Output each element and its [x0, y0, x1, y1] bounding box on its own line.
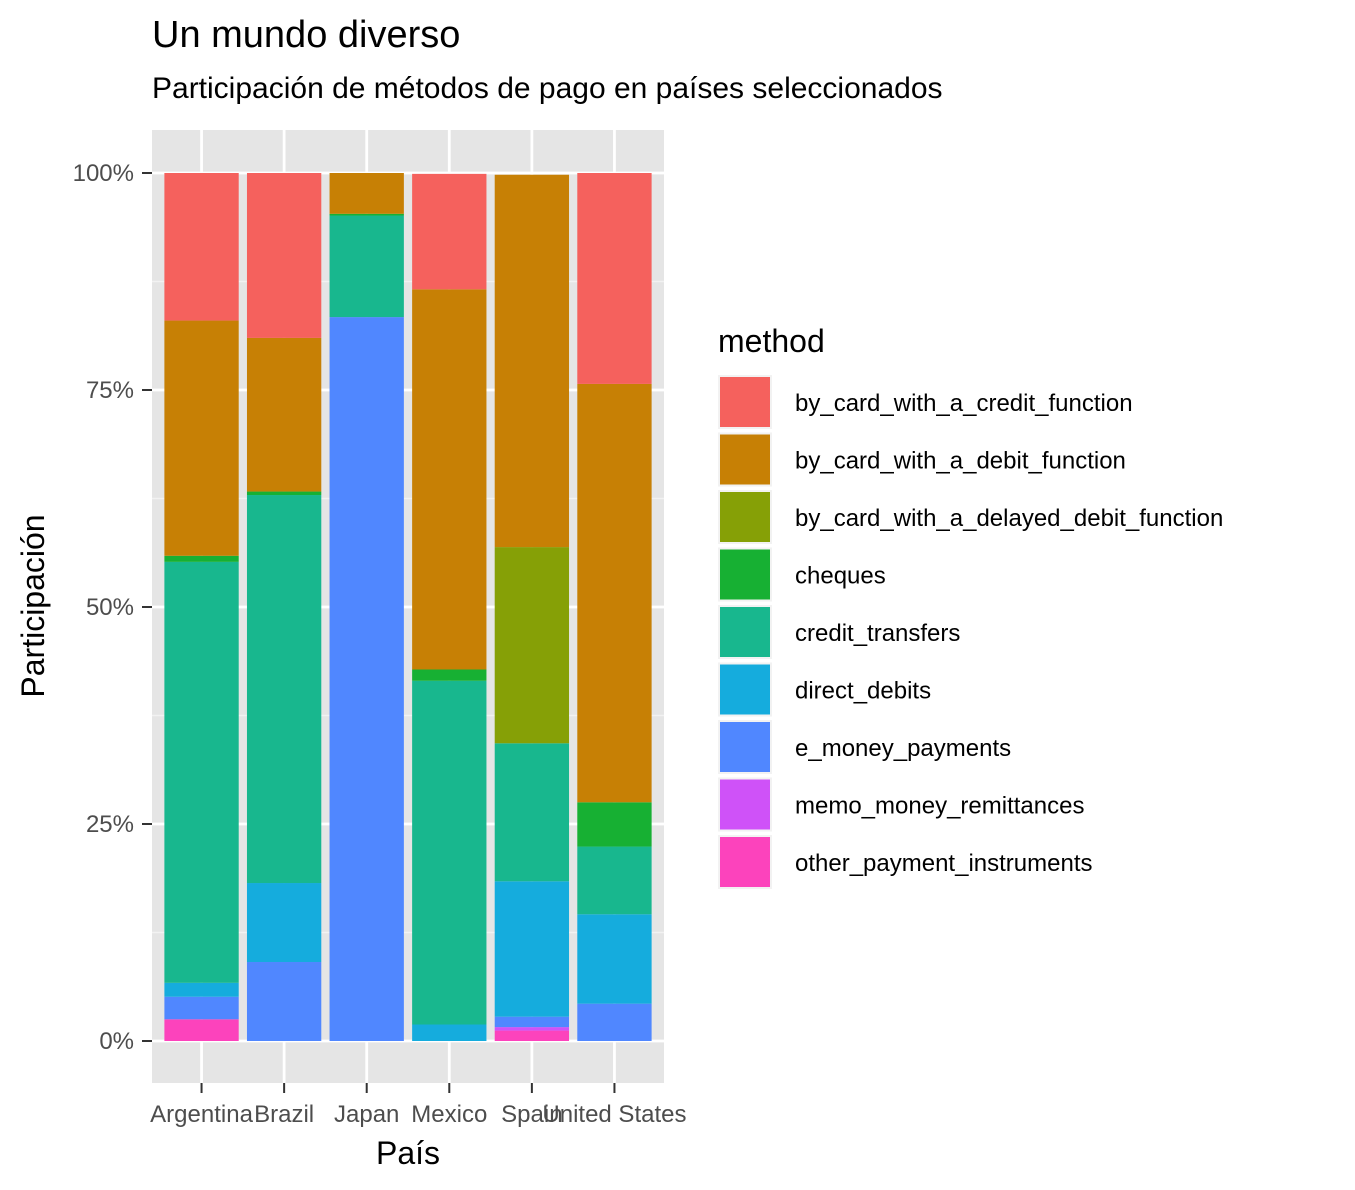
- legend-label: e_money_payments: [795, 735, 1011, 762]
- legend-swatch: [720, 377, 770, 427]
- bar-segment: [246, 495, 322, 884]
- legend-label: by_card_with_a_credit_function: [795, 390, 1133, 417]
- bar-segment: [577, 173, 652, 384]
- y-axis-title: Participación: [15, 514, 51, 697]
- bar-segment: [577, 802, 652, 847]
- bar-segment: [412, 680, 487, 1025]
- legend-label: credit_transfers: [795, 620, 960, 647]
- y-tick-label: 75%: [86, 377, 134, 404]
- x-tick-label: United States: [542, 1101, 686, 1128]
- legend-label: memo_money_remittances: [795, 793, 1084, 820]
- legend-label: by_card_with_a_delayed_debit_function: [795, 505, 1223, 532]
- bar-segment: [164, 1019, 239, 1041]
- y-tick-label: 25%: [86, 811, 134, 838]
- y-tick-label: 0%: [99, 1028, 134, 1055]
- bar-segment: [494, 547, 570, 744]
- bar-segment: [329, 317, 404, 1041]
- bar-segment: [246, 491, 322, 496]
- legend-swatch: [720, 837, 770, 887]
- legend-label: direct_debits: [795, 678, 931, 705]
- legend-swatch: [720, 722, 770, 772]
- legend-label: by_card_with_a_debit_function: [795, 448, 1126, 475]
- legend-swatch: [720, 434, 770, 485]
- legend-swatch: [720, 549, 770, 600]
- bar-segment: [412, 669, 487, 681]
- bar-segment: [246, 883, 322, 963]
- chart-subtitle: Participación de métodos de pago en país…: [152, 72, 943, 105]
- bar-segment: [494, 174, 570, 548]
- x-tick-label: Brazil: [254, 1101, 314, 1128]
- bar-segment: [164, 173, 239, 321]
- legend-swatch: [720, 664, 770, 715]
- bar-segment: [246, 962, 322, 1041]
- bar-segment: [246, 173, 322, 338]
- bar-segment: [494, 881, 570, 1017]
- bar-segment: [329, 213, 404, 216]
- legend-swatch: [720, 492, 770, 542]
- bar-segment: [577, 914, 652, 1004]
- y-tick-label: 100%: [73, 160, 134, 187]
- bar-segment: [164, 982, 239, 997]
- legend-label: other_payment_instruments: [795, 850, 1093, 877]
- x-tick-label: Spain: [501, 1101, 562, 1128]
- bar-segment: [494, 1030, 570, 1041]
- legend-swatch: [720, 779, 770, 830]
- bar-segment: [164, 996, 239, 1020]
- bar-segment: [329, 215, 404, 318]
- bar-segment: [577, 1003, 652, 1041]
- bar-segment: [412, 173, 487, 290]
- axes: 0% 25% 50% 75% 100% Argentina Brazil Japan Mexic…: [73, 160, 687, 1128]
- y-tick-label: 50%: [86, 594, 134, 621]
- legend-swatch: [720, 607, 770, 657]
- bar-segment: [329, 173, 404, 214]
- bar-segment: [164, 320, 239, 556]
- x-tick-label: Argentina: [150, 1101, 253, 1128]
- x-tick-label: Japan: [334, 1101, 399, 1128]
- chart-title: Un mundo diverso: [152, 14, 461, 56]
- bar-segment: [246, 337, 322, 492]
- bar-segment: [412, 289, 487, 670]
- bar-segment: [494, 1027, 570, 1031]
- bar-segment: [164, 561, 239, 983]
- legend-title: method: [718, 323, 825, 359]
- bar-segment: [494, 1016, 570, 1028]
- legend: method by_card_with_a_credit_function by_…: [718, 323, 1223, 889]
- bar-segment: [164, 555, 239, 562]
- bar-segment: [577, 846, 652, 915]
- bars: [164, 173, 652, 1041]
- x-tick-label: Mexico: [411, 1101, 487, 1128]
- bar-segment: [494, 743, 570, 882]
- x-axis-title: País: [376, 1135, 440, 1171]
- bar-segment: [577, 383, 652, 803]
- bar-segment: [412, 1024, 487, 1041]
- legend-label: cheques: [795, 563, 886, 590]
